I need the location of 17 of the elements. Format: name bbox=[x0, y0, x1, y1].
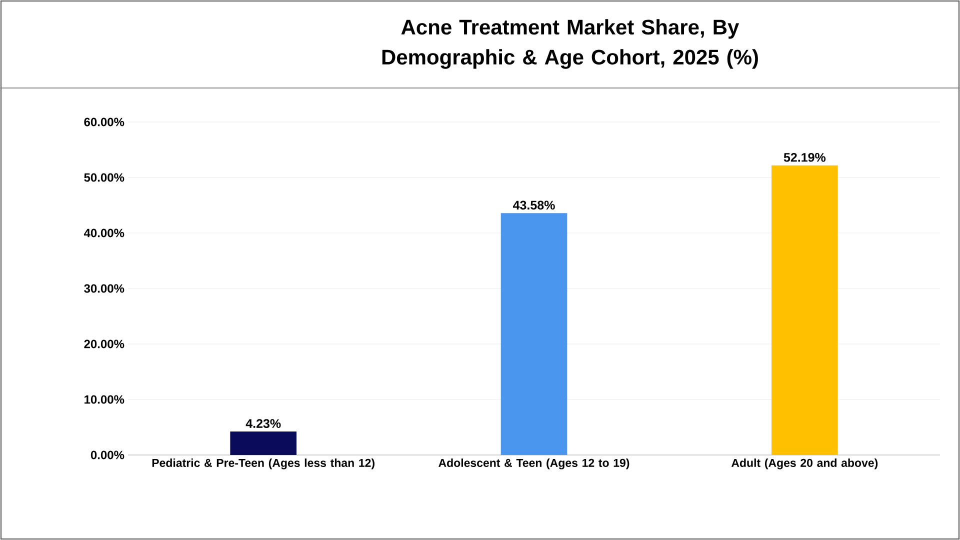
y-tick-label: 50.00% bbox=[84, 173, 124, 182]
x-tick-label: Adult (Ages 20 and above) bbox=[731, 458, 878, 470]
y-tick-label: 30.00% bbox=[84, 284, 124, 293]
y-tick-label: 20.00% bbox=[84, 340, 124, 348]
bar bbox=[772, 165, 838, 455]
chart-title: Acne Treatment Market Share, By Demographic & Age Cohort, 2025 (%) bbox=[382, 19, 758, 69]
y-tick-label: 40.00% bbox=[84, 228, 124, 238]
data-label: 43.58% bbox=[512, 200, 555, 210]
y-tick-label: 60.00% bbox=[84, 118, 124, 126]
y-tick-label: 0.00% bbox=[90, 450, 124, 460]
bar bbox=[500, 213, 568, 455]
x-tick-label: Pediatric & Pre-Teen (Ages less than 12) bbox=[152, 458, 374, 470]
data-label: 52.19% bbox=[784, 152, 826, 162]
bar bbox=[230, 432, 296, 455]
data-label: 4.23% bbox=[246, 419, 281, 428]
y-tick-label: 10.00% bbox=[84, 395, 124, 404]
x-tick-label: Adolescent & Teen (Ages 12 to 19) bbox=[438, 458, 630, 470]
